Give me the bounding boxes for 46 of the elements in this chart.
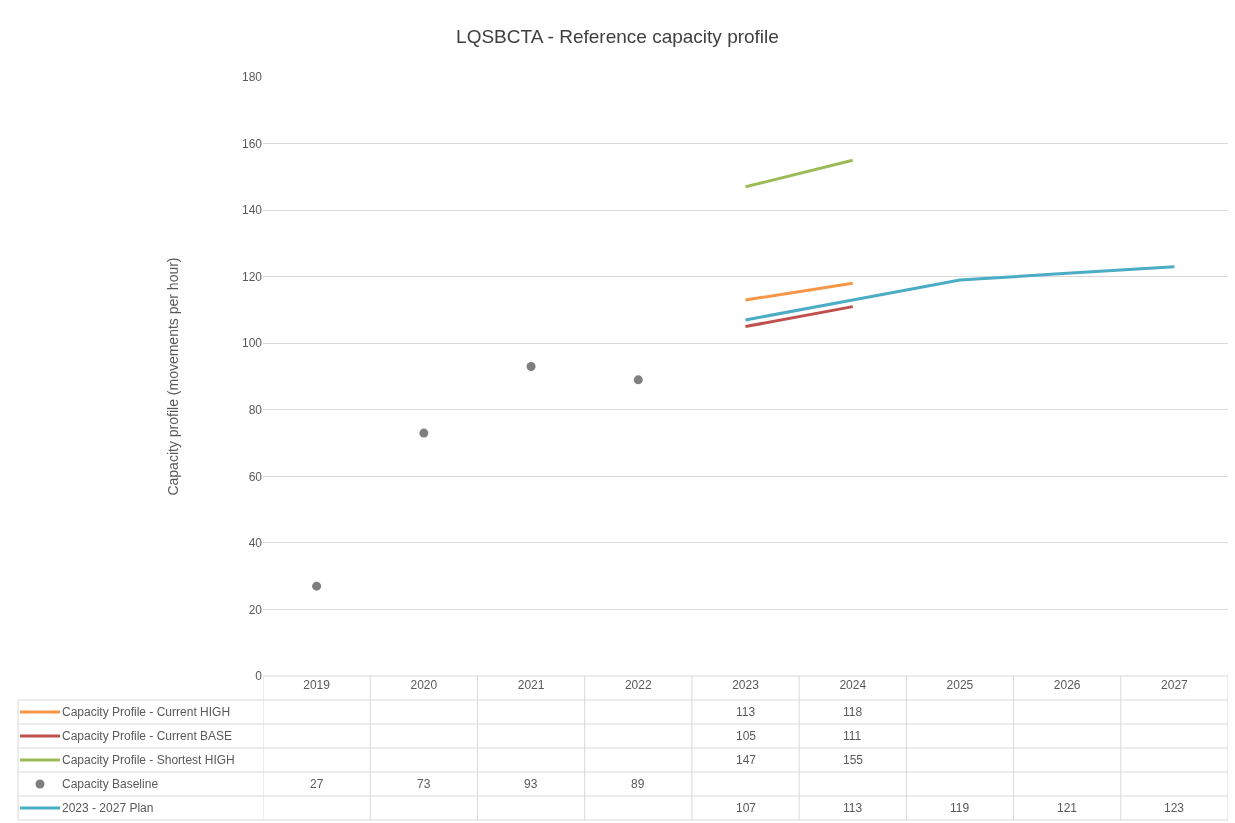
line-series [744, 265, 1176, 322]
data-label: 147 [736, 753, 757, 767]
data-label: 73 [417, 777, 431, 791]
y-tick-label: 20 [248, 602, 263, 617]
y-tick-label: 140 [241, 203, 263, 218]
x-tick-label: 2020 [410, 678, 438, 692]
chart-title: LQSBCTA - Reference capacity profile [456, 26, 779, 48]
data-label: 119 [950, 801, 970, 815]
legend-label: Capacity Profile - Shortest HIGH [62, 753, 235, 767]
x-tick-label: 2023 [732, 678, 760, 692]
x-tick-label: 2019 [303, 678, 331, 692]
data-label: 118 [843, 705, 863, 719]
x-tick-label: 2021 [517, 678, 545, 692]
y-tick-label: 60 [248, 469, 263, 484]
legend-label: Capacity Profile - Current BASE [62, 729, 233, 743]
legend-label: 2023 - 2027 Plan [62, 801, 154, 815]
y-tick-label: 0 [255, 669, 263, 684]
data-label: 121 [1057, 801, 1078, 815]
x-tick-label: 2026 [1053, 678, 1081, 692]
legend-label: Capacity Baseline [62, 777, 159, 791]
y-tick-label: 100 [241, 336, 263, 351]
y-axis-title: Capacity profile (movements per hour) [164, 257, 181, 496]
x-tick-label: 2025 [946, 678, 974, 692]
y-tick-label: 120 [241, 269, 263, 284]
data-label: 107 [736, 801, 757, 815]
y-tick-label: 160 [241, 136, 263, 151]
x-tick-label: 2024 [839, 678, 867, 692]
point [419, 428, 429, 438]
x-tick-label: 2022 [624, 678, 652, 692]
legend-label: Capacity Profile - Current HIGH [62, 705, 231, 719]
point [312, 581, 322, 591]
data-label: 105 [736, 729, 757, 743]
data-label: 155 [843, 753, 864, 767]
data-label: 123 [1164, 801, 1185, 815]
y-tick-label: 180 [241, 70, 263, 85]
y-tick-label: 40 [248, 536, 263, 551]
data-label: 93 [524, 777, 538, 791]
point [633, 375, 643, 385]
x-tick-label: 2027 [1161, 678, 1189, 692]
point [526, 362, 536, 372]
data-label: 113 [736, 705, 756, 719]
y-tick-label: 80 [248, 402, 263, 417]
data-label: 113 [843, 801, 863, 815]
data-label: 111 [843, 729, 862, 743]
data-label: 27 [310, 777, 324, 791]
data-label: 89 [631, 777, 645, 791]
